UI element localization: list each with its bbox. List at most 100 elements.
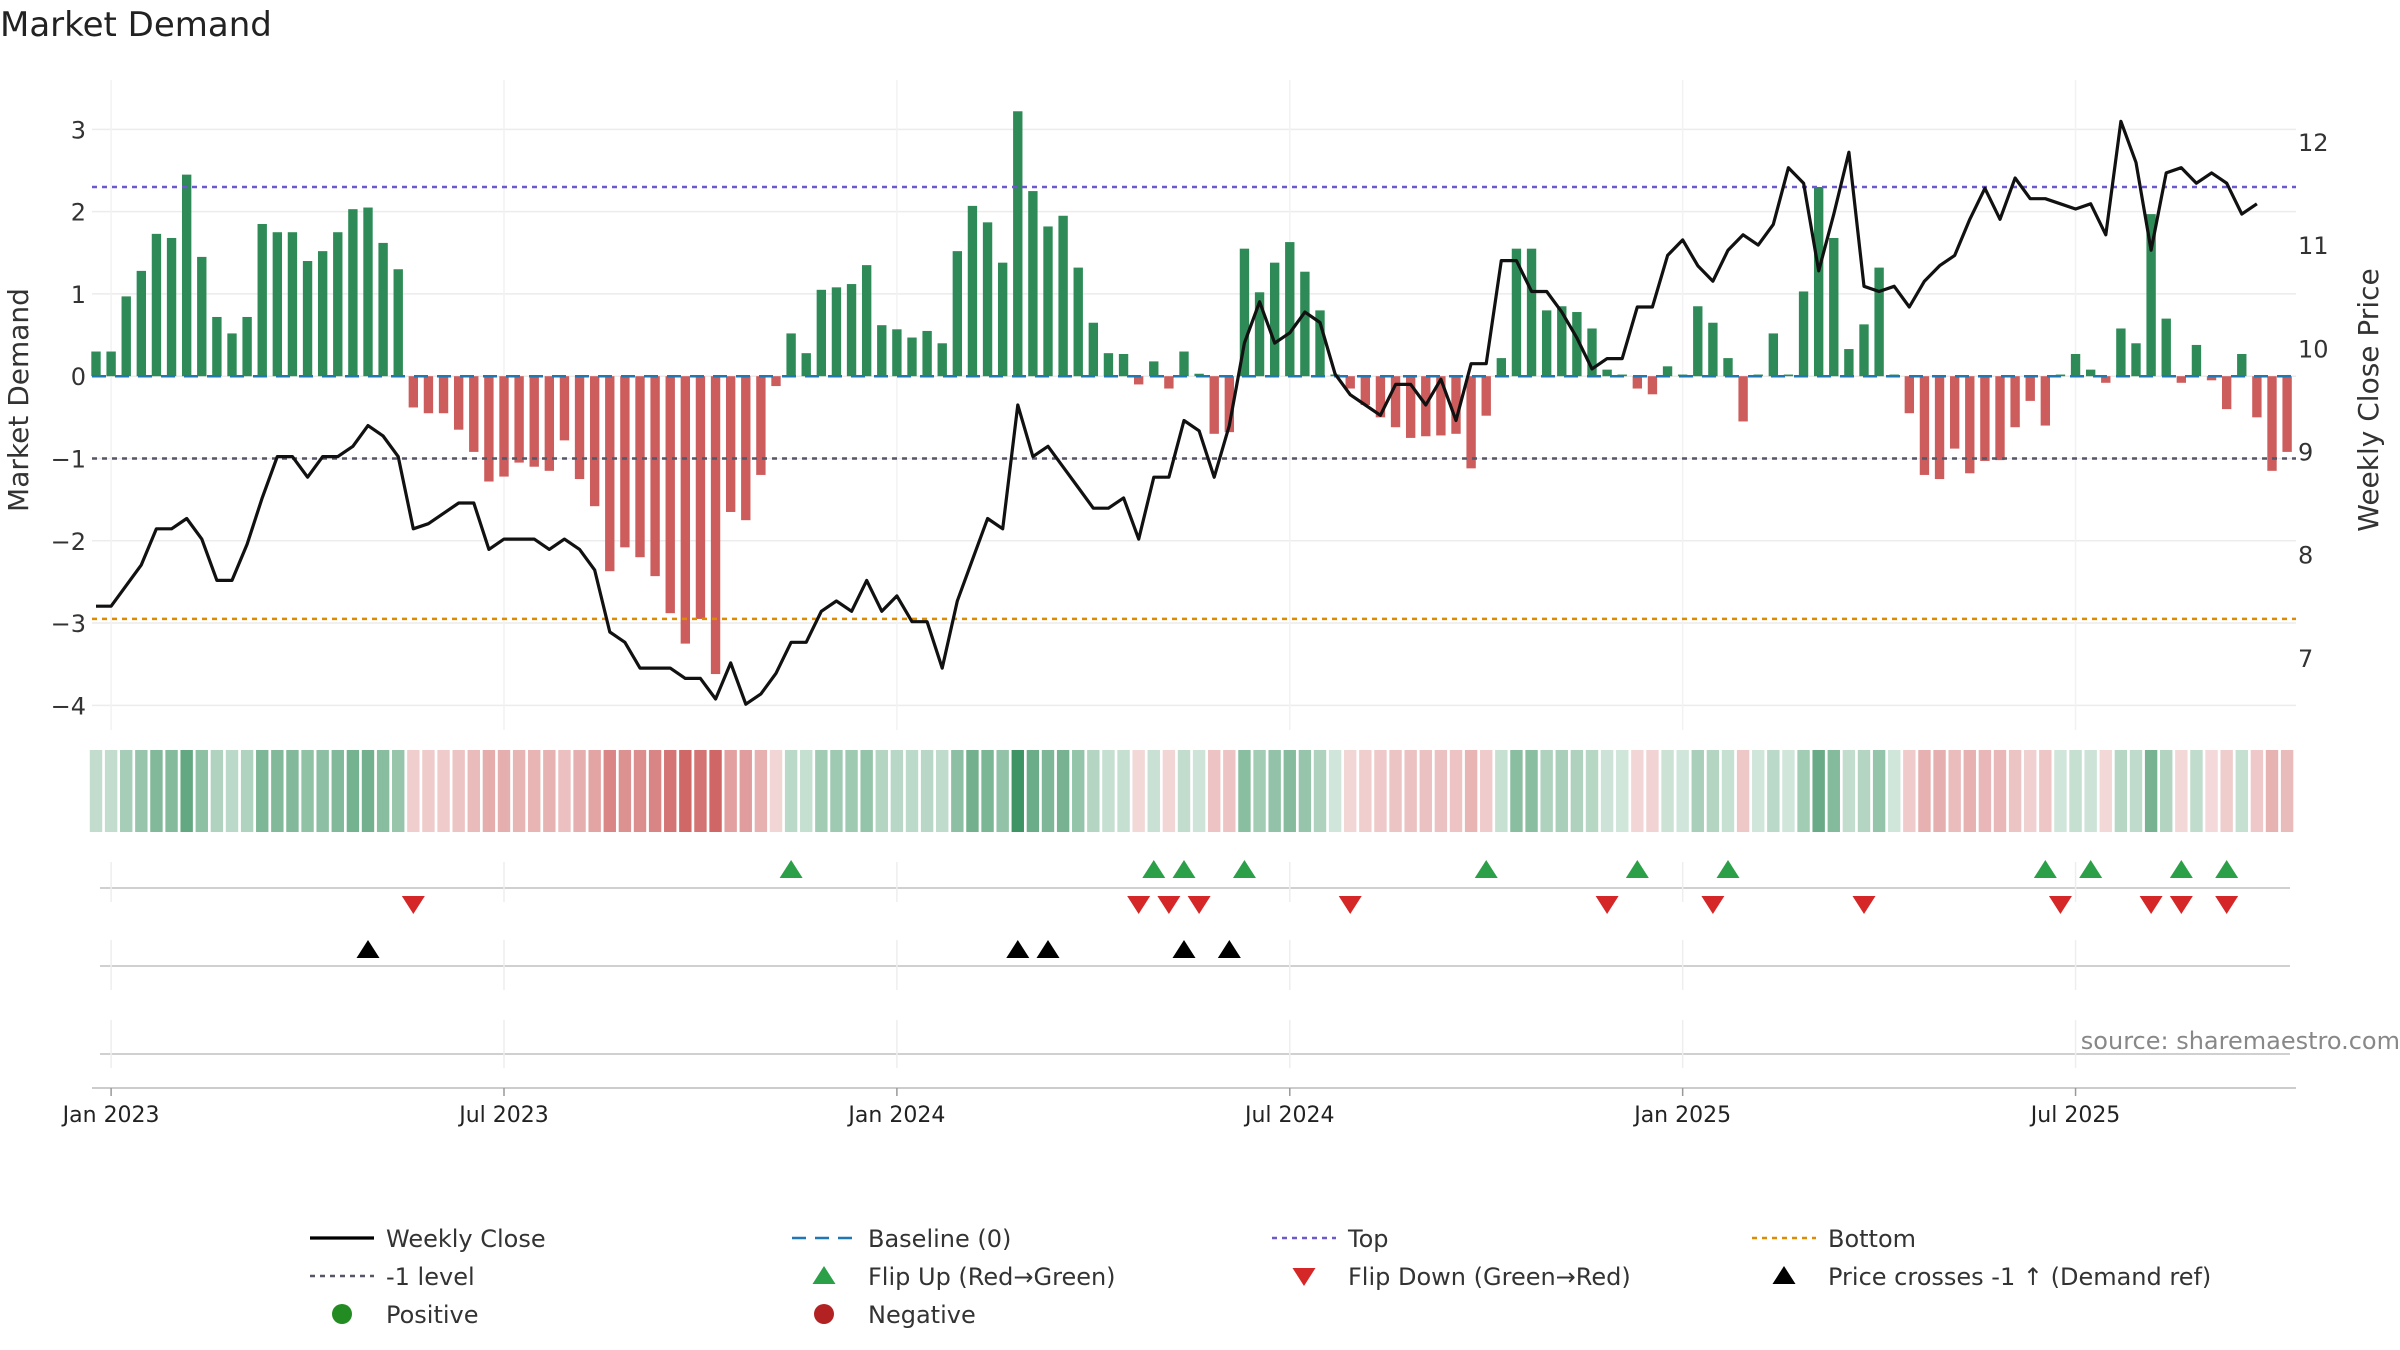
demand-bar — [1058, 215, 1068, 377]
heat-strip-cell — [1011, 750, 1024, 832]
heat-strip-cell — [2054, 750, 2067, 832]
y-tick-label-right: 10 — [2298, 335, 2329, 363]
demand-bar — [227, 333, 237, 377]
demand-bar — [2176, 376, 2187, 383]
legend-label: -1 level — [386, 1263, 475, 1291]
demand-bar — [393, 269, 403, 377]
legend: Weekly Close Baseline (0) Top Bottom -1 leve… — [310, 1225, 2211, 1329]
y-tick-label-right: 11 — [2298, 232, 2329, 260]
heat-strip-cell — [1283, 750, 1296, 832]
heat-strip-cell — [1147, 750, 1160, 832]
legend-item: Flip Up (Red→Green) — [812, 1263, 1116, 1291]
heat-strip-cell — [2265, 750, 2279, 832]
flip-down-marker — [2215, 896, 2239, 914]
heat-strip-cell — [920, 750, 934, 832]
legend-label: Top — [1347, 1225, 1389, 1253]
heat-strip-cell — [135, 750, 148, 832]
demand-bar — [982, 222, 993, 377]
heat-strip-cell — [301, 750, 314, 832]
heat-strip-cell — [1555, 750, 1568, 832]
demand-bar — [1541, 310, 1552, 377]
heat-strip-cell — [724, 750, 737, 832]
heat-strip-cell — [422, 750, 435, 832]
flip-down-marker — [1595, 896, 1619, 914]
demand-bar — [1013, 111, 1023, 377]
heat-strip-cell — [1812, 750, 1825, 832]
flip-down-marker — [2169, 896, 2193, 914]
flip-up-marker — [2169, 860, 2193, 878]
legend-swatch-circle — [332, 1304, 352, 1324]
heat-strip-cell — [1344, 750, 1357, 832]
demand-bar — [1798, 291, 1809, 377]
demand-bar — [2267, 376, 2277, 471]
heat-strip-cell — [1661, 750, 1674, 832]
heat-strip-cell — [754, 750, 768, 832]
demand-bar — [877, 325, 887, 377]
heat-strip-cell — [1298, 750, 1312, 832]
heat-strip-cell — [679, 750, 692, 832]
price-cross-marker — [1172, 940, 1196, 958]
heat-strip-cell — [2084, 750, 2097, 832]
demand-bar — [181, 174, 192, 377]
heat-strip-cell — [1600, 750, 1614, 832]
demand-bar — [574, 376, 585, 480]
flip-down-marker — [1338, 896, 1362, 914]
heat-strip-cell — [558, 750, 571, 832]
heat-strip-cell — [361, 750, 375, 832]
y-tick-label-left: 2 — [71, 199, 86, 227]
heat-strip-cell — [165, 750, 178, 832]
heat-strip-cell — [1525, 750, 1538, 832]
demand-bar — [1708, 322, 1718, 377]
heat-strip-cell — [1797, 750, 1810, 832]
demand-bar — [1466, 376, 1476, 469]
heat-strip-cell — [966, 750, 979, 832]
demand-bar — [1662, 366, 1673, 377]
heat-strip-cell — [1419, 750, 1432, 832]
flip-down-marker — [1127, 896, 1151, 914]
price-cross-marker — [1217, 940, 1241, 958]
heat-strip-cell — [573, 750, 586, 832]
demand-bar — [106, 351, 116, 377]
flip-up-marker — [1716, 860, 1740, 878]
heat-strip-cell — [120, 750, 133, 832]
flip-down-marker — [1852, 896, 1876, 914]
heat-strip-cell — [875, 750, 888, 832]
heat-strip-cell — [1434, 750, 1448, 832]
y-tick-label-left: −1 — [51, 445, 86, 473]
demand-bar — [846, 284, 857, 377]
heat-strip-cell — [1706, 750, 1720, 832]
legend-label: Baseline (0) — [868, 1225, 1011, 1253]
demand-bar — [378, 242, 388, 377]
heat-strip-cell — [648, 750, 662, 832]
y-tick-label-left: 3 — [71, 116, 86, 144]
heat-strip-cell — [1177, 750, 1191, 832]
heat-strip-cell — [1903, 750, 1916, 832]
demand-bar — [1587, 328, 1597, 377]
weekly-close-path — [96, 119, 2258, 706]
demand-bar — [1345, 376, 1355, 389]
demand-bar — [1451, 376, 1461, 434]
heat-strip-cell — [2114, 750, 2128, 832]
demand-bar — [151, 233, 162, 377]
demand-bar — [2040, 376, 2051, 426]
y-tick-label-left: 1 — [71, 281, 86, 309]
heat-strip-cell — [1842, 750, 1856, 832]
flip-up-marker — [1474, 860, 1498, 878]
heat-strip-cell — [376, 750, 390, 832]
heat-strip-cell — [2129, 750, 2143, 832]
heat-strip-cell — [633, 750, 647, 832]
demand-bar — [2025, 376, 2035, 401]
y-tick-label-left: 0 — [71, 363, 86, 391]
heat-strip-cell — [2024, 750, 2037, 832]
demand-bar — [1602, 369, 1612, 377]
demand-heat-strip — [89, 750, 2294, 832]
demand-bar — [242, 316, 252, 377]
heat-strip-cell — [316, 750, 329, 832]
heat-strip-cell — [2190, 750, 2203, 832]
source-annotation: source: sharemaestro.com — [2081, 1027, 2400, 1055]
demand-bar — [2146, 214, 2156, 377]
demand-bar — [1164, 376, 1174, 389]
x-tick-label: Jan 2023 — [61, 1103, 160, 1128]
heat-strip-cell — [860, 750, 873, 832]
